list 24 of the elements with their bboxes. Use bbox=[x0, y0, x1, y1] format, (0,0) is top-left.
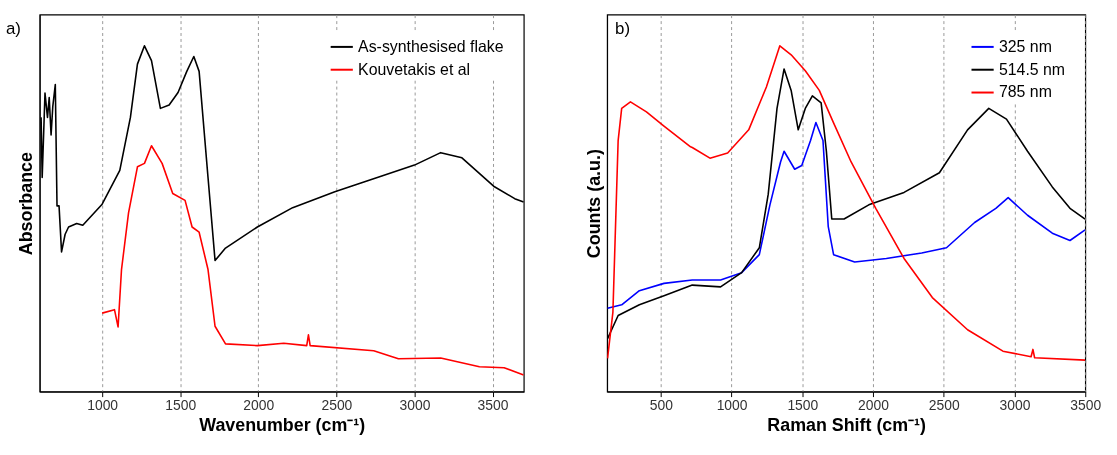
x-tick-label: 1000 bbox=[87, 396, 119, 413]
x-tick-label: 2500 bbox=[928, 396, 960, 413]
x-tick-label: 1000 bbox=[716, 396, 748, 413]
legend-label: 785 nm bbox=[998, 83, 1052, 101]
y-axis-title: Absorbance bbox=[16, 152, 37, 256]
legend-label: As-synthesised flake bbox=[358, 37, 504, 55]
x-tick-label: 1500 bbox=[787, 396, 819, 413]
x-tick-label: 2000 bbox=[858, 396, 890, 413]
legend-label: Kouvetakis et al bbox=[358, 60, 471, 78]
x-tick-label: 3500 bbox=[1070, 396, 1102, 413]
text: a) bbox=[5, 18, 21, 38]
x-axis-title: Raman Shift (cm⁻¹) bbox=[767, 414, 927, 435]
x-tick-label: 2000 bbox=[243, 396, 275, 413]
x-tick-label: 3500 bbox=[477, 396, 509, 413]
x-tick-label: 1500 bbox=[165, 396, 197, 413]
x-tick-label: 2500 bbox=[321, 396, 353, 413]
y-axis-title: Counts (a.u.) bbox=[583, 149, 604, 259]
x-axis-title: Wavenumber (cm⁻¹) bbox=[199, 414, 366, 435]
legend-label: 325 nm bbox=[998, 37, 1052, 55]
text: b) bbox=[615, 18, 631, 38]
legend-label: 514.5 nm bbox=[998, 60, 1066, 78]
x-tick-label: 500 bbox=[649, 396, 674, 413]
x-tick-label: 3000 bbox=[999, 396, 1031, 413]
x-tick-label: 3000 bbox=[399, 396, 431, 413]
